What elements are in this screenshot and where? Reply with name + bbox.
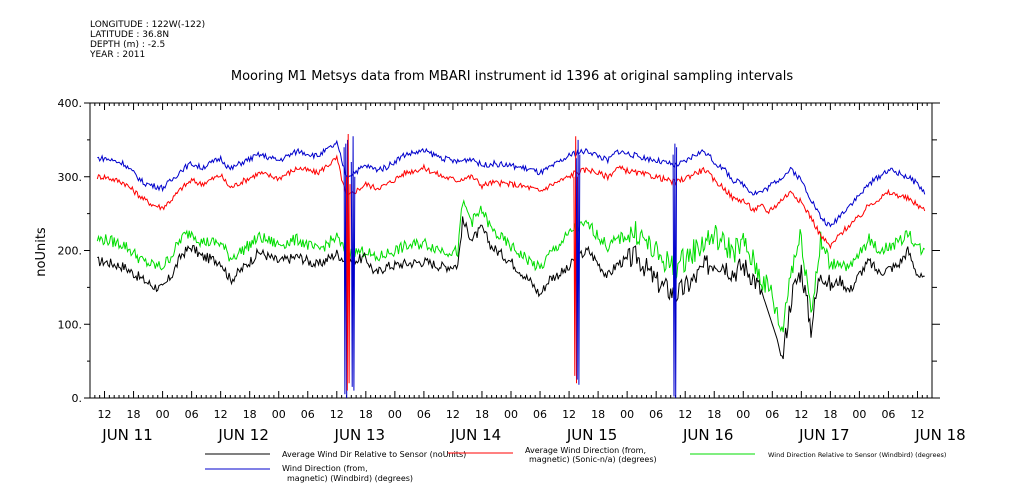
x-tick-label: 12 bbox=[678, 408, 692, 421]
x-day-label: JUN 12 bbox=[217, 426, 268, 444]
metadata-block: LONGITUDE : 122W(-122) LATITUDE : 36.8N … bbox=[90, 20, 205, 60]
x-tick-label: 00 bbox=[620, 408, 634, 421]
legend-label: Average Wind Direction (from, bbox=[525, 446, 646, 455]
series-lines bbox=[96, 133, 926, 399]
x-tick-label: 18 bbox=[127, 408, 141, 421]
longitude-label: LONGITUDE : 122W(-122) bbox=[90, 20, 206, 30]
y-tick-label: 400. bbox=[58, 97, 83, 110]
legend-label: Average Wind Dir Relative to Sensor (noU… bbox=[282, 450, 466, 459]
x-tick-label: 18 bbox=[707, 408, 721, 421]
x-tick-label: 00 bbox=[388, 408, 402, 421]
y-tick-label: 300. bbox=[58, 171, 83, 184]
series-line bbox=[97, 139, 926, 228]
chart-title: Mooring M1 Metsys data from MBARI instru… bbox=[231, 69, 793, 84]
x-tick-label: 18 bbox=[475, 408, 489, 421]
x-tick-label: 06 bbox=[533, 408, 547, 421]
x-day-label: JUN 18 bbox=[914, 426, 965, 444]
y-axis-label: noUnits bbox=[34, 227, 49, 277]
x-tick-label: 00 bbox=[156, 408, 170, 421]
x-day-label: JUN 15 bbox=[566, 426, 617, 444]
depth-label: DEPTH (m) : -2.5 bbox=[90, 40, 166, 50]
legend-label: Wind Direction Relative to Sensor (Windb… bbox=[768, 451, 946, 459]
latitude-label: LATITUDE : 36.8N bbox=[90, 30, 170, 40]
x-tick-label: 18 bbox=[243, 408, 257, 421]
legend-label: magnetic) (Windbird) (degrees) bbox=[287, 474, 413, 483]
x-tick-label: 06 bbox=[881, 408, 895, 421]
x-tick-label: 06 bbox=[765, 408, 779, 421]
x-day-label: JUN 11 bbox=[101, 426, 152, 444]
series-spike bbox=[575, 139, 581, 385]
legend-label: magnetic) (Sonic-n/a) (degrees) bbox=[529, 455, 657, 464]
x-day-label: JUN 13 bbox=[334, 426, 385, 444]
series-line bbox=[96, 154, 926, 250]
x-tick-label: 06 bbox=[417, 408, 431, 421]
x-tick-label: 12 bbox=[98, 408, 112, 421]
legend-label: Wind Direction (from, bbox=[282, 464, 368, 473]
x-tick-label: 00 bbox=[852, 408, 866, 421]
x-tick-label: 18 bbox=[359, 408, 373, 421]
axes: 0. 100. 200. 300. 400. 12 18 00 06 12 18 00 06 12 18 00… bbox=[58, 97, 966, 444]
series-line bbox=[96, 199, 925, 333]
y-tick-label: 100. bbox=[58, 318, 83, 331]
x-tick-label: 12 bbox=[910, 408, 924, 421]
x-tick-label: 18 bbox=[591, 408, 605, 421]
x-day-label: JUN 16 bbox=[682, 426, 733, 444]
x-tick-label: 06 bbox=[185, 408, 199, 421]
x-tick-label: 00 bbox=[504, 408, 518, 421]
x-day-label: JUN 17 bbox=[798, 426, 849, 444]
x-tick-label: 00 bbox=[272, 408, 286, 421]
series-spike bbox=[672, 143, 678, 399]
x-tick-label: 00 bbox=[736, 408, 750, 421]
x-tick-label: 06 bbox=[301, 408, 315, 421]
y-tick-label: 200. bbox=[58, 245, 83, 258]
series-spike bbox=[350, 136, 356, 391]
x-tick-label: 12 bbox=[330, 408, 344, 421]
legend: Average Wind Dir Relative to Sensor (noU… bbox=[205, 446, 946, 483]
x-tick-label: 06 bbox=[649, 408, 663, 421]
x-tick-label: 12 bbox=[446, 408, 460, 421]
x-tick-label: 12 bbox=[214, 408, 228, 421]
y-tick-label: 0. bbox=[72, 392, 83, 405]
x-tick-label: 12 bbox=[794, 408, 808, 421]
x-tick-label: 18 bbox=[823, 408, 837, 421]
series-spike bbox=[346, 133, 351, 391]
x-tick-label: 12 bbox=[562, 408, 576, 421]
series-line bbox=[97, 216, 925, 360]
year-label: YEAR : 2011 bbox=[90, 50, 146, 60]
x-day-label: JUN 14 bbox=[450, 426, 501, 444]
